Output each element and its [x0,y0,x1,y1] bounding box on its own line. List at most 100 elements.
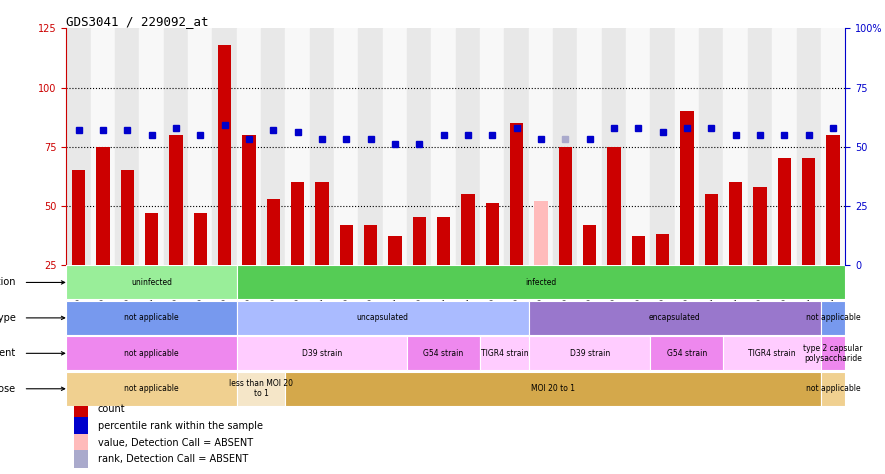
Bar [821,337,845,370]
Bar [724,337,821,370]
Bar [315,182,328,264]
Text: infection: infection [0,277,16,287]
Bar [261,28,285,264]
Bar [218,45,231,264]
Bar [407,28,431,264]
Bar [237,28,261,264]
Bar [431,28,456,264]
Bar [821,301,845,335]
Bar [748,28,772,264]
Bar [237,301,528,335]
Bar [340,225,353,264]
Bar [553,28,577,264]
Bar [164,28,188,264]
Bar [74,450,88,468]
Bar [704,194,718,264]
Text: infected: infected [526,278,557,287]
Bar [66,28,91,264]
Bar [407,337,480,370]
Text: not applicable: not applicable [805,313,860,322]
Bar [650,337,724,370]
Bar [358,28,382,264]
Text: D39 strain: D39 strain [302,349,342,358]
Bar [74,400,88,418]
Text: not applicable: not applicable [805,384,860,393]
Bar [510,123,523,264]
Bar [115,28,140,264]
Bar [729,182,743,264]
Text: TIGR4 strain: TIGR4 strain [481,349,528,358]
Bar [535,201,548,264]
Bar [291,182,304,264]
Bar [627,28,650,264]
Text: encapsulated: encapsulated [649,313,701,322]
Text: not applicable: not applicable [124,349,179,358]
Bar [632,237,645,264]
Bar [827,135,840,264]
Bar [285,372,820,406]
Text: uncapsulated: uncapsulated [357,313,409,322]
Bar [74,434,88,452]
Bar [364,225,377,264]
Text: G54 strain: G54 strain [424,349,464,358]
Bar [96,146,110,264]
Text: MOI 20 to 1: MOI 20 to 1 [531,384,575,393]
Text: not applicable: not applicable [124,313,179,322]
Bar [650,28,675,264]
Bar [656,234,669,264]
Text: not applicable: not applicable [124,384,179,393]
Bar [480,337,528,370]
Text: less than MOI 20
to 1: less than MOI 20 to 1 [229,379,293,398]
Bar [821,372,845,406]
Bar [412,218,426,264]
Bar [389,237,402,264]
Bar [66,265,237,300]
Bar [504,28,529,264]
Bar [212,28,237,264]
Bar [456,28,480,264]
Bar [607,146,620,264]
Text: rank, Detection Call = ABSENT: rank, Detection Call = ABSENT [97,454,248,464]
Bar [753,187,766,264]
Bar [66,337,237,370]
Bar [120,170,134,264]
Bar [237,337,407,370]
Text: type 2 capsular
polysaccharide: type 2 capsular polysaccharide [804,344,863,363]
Bar [529,301,821,335]
Bar [285,28,310,264]
Text: percentile rank within the sample: percentile rank within the sample [97,421,263,431]
Bar [335,28,358,264]
Bar [66,301,237,335]
Text: cell type: cell type [0,313,16,323]
Bar [778,158,791,264]
Bar [437,218,450,264]
Text: dose: dose [0,384,16,394]
Bar [699,28,724,264]
Bar [91,28,115,264]
Bar [194,213,207,264]
Text: value, Detection Call = ABSENT: value, Detection Call = ABSENT [97,438,252,448]
Bar [140,28,164,264]
Bar [796,28,821,264]
Bar [558,146,572,264]
Bar [602,28,627,264]
Bar [188,28,212,264]
Bar [821,28,845,264]
Bar [681,111,694,264]
Bar [382,28,407,264]
Text: G54 strain: G54 strain [667,349,707,358]
Bar [583,225,596,264]
Text: uninfected: uninfected [131,278,172,287]
Bar [310,28,335,264]
Bar [529,28,553,264]
Bar [72,170,85,264]
Bar [772,28,796,264]
Bar [145,213,158,264]
Bar [237,265,845,300]
Bar [480,28,504,264]
Bar [237,372,286,406]
Text: D39 strain: D39 strain [570,349,610,358]
Bar [529,337,650,370]
Text: TIGR4 strain: TIGR4 strain [749,349,796,358]
Bar [724,28,748,264]
